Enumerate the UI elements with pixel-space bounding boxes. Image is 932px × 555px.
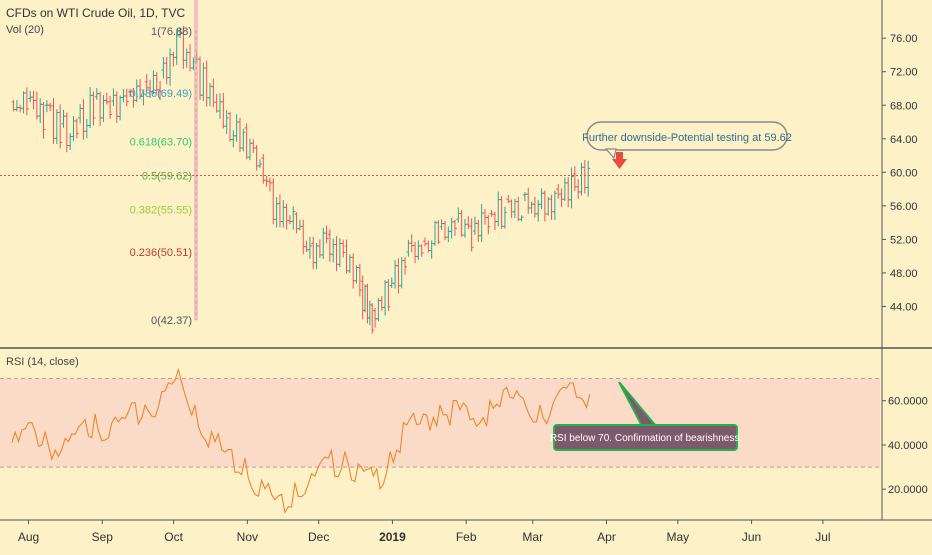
rsi-axis-label: 20.0000 [888,484,928,496]
rsi-axis-label: 60.0000 [888,396,928,408]
fib-level-label: 0.236(50.51) [130,247,192,259]
time-axis-label: Oct [164,530,183,544]
fib-level-label: 0.382(55.55) [130,205,192,217]
price-callout-pointer [604,148,617,160]
time-axis-label: Sep [92,530,114,544]
time-axis-label: Jul [815,530,830,544]
chart-title: CFDs on WTI Crude Oil, 1D, TVC [6,6,185,20]
time-axis-label: Feb [456,530,477,544]
time-axis-label: 2019 [379,530,406,544]
rsi-title: RSI (14, close) [6,356,79,368]
price-axis-label: 76.00 [890,33,918,45]
price-callout-box [586,121,788,151]
down-arrow-icon [612,152,627,169]
fib-level-label: 0.618(63.70) [130,136,192,148]
fib-level-label: 0.786(69.49) [130,88,192,100]
fib-highlight-bar [194,0,198,321]
rsi-note: RSI below 70. Confirmation of bearishnes… [550,381,742,451]
rsi-axis-label: 40.0000 [888,440,928,452]
price-callout-text: Further downside-Potential testing at 59… [582,132,792,144]
rsi-marks [0,367,880,514]
price-axis-label: 60.00 [890,167,918,179]
time-axis-label: Apr [597,530,616,544]
time-axis-label: Jun [742,530,761,544]
axis-marks: 76.00 72.00 68.00 64.00 60.00 56.00 52.00 48.00… [18,33,928,544]
rsi-note-box [553,424,738,451]
rsi-note-text: RSI below 70. Confirmation of bearishnes… [550,433,742,444]
fib-level-label: 0(42.37) [151,315,192,327]
time-axis-label: May [667,530,690,544]
time-axis-label: Mar [522,530,543,544]
price-callout: Further downside-Potential testing at 59… [582,121,792,160]
price-axis-label: 44.00 [890,301,918,313]
price-axis-label: 64.00 [890,134,918,146]
price-axis-label: 72.00 [890,67,918,79]
price-axis-label: 68.00 [890,100,918,112]
volume-label: Vol (20) [6,24,44,36]
rsi-series-line [11,367,591,514]
time-axis-label: Dec [308,530,329,544]
price-axis-label: 52.00 [890,234,918,246]
fib-level-label: 0.5(59.62) [142,171,192,183]
time-axis-label: Aug [18,530,39,544]
price-axis-label: 48.00 [890,268,918,280]
fib-level-label: 1(76.88) [151,26,192,38]
rsi-band [0,378,880,468]
price-axis-label: 56.00 [890,201,918,213]
price-marks: 1(76.88) 0.786(69.49) 0.618(63.70) 0.5(59.6… [0,0,880,334]
time-axis-label: Nov [237,530,258,544]
